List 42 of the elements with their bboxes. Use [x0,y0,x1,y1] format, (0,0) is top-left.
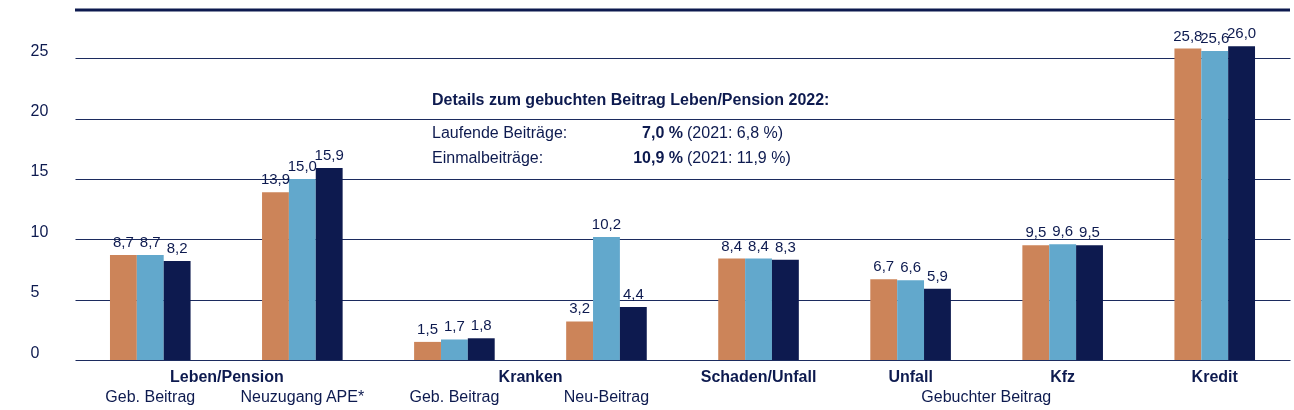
text: Kranken [498,368,563,385]
data-label: 1,7 [443,317,465,335]
y-tick-label: 10 [30,222,49,240]
x-tick-label: Geb. Beitrag [409,387,500,405]
x-tick-label: Kredit [1191,367,1239,385]
data-label: 9,5 [1025,223,1047,241]
data-label: 8,2 [166,239,188,257]
data-label: 1,5 [417,319,438,337]
annotation: 10,9 % [633,149,683,166]
annotation: 7,0 % [642,124,683,141]
data-label: 6,7 [873,257,895,275]
y-tick-label: 5 [30,283,40,301]
x-tick-label: Kfz [1050,367,1076,385]
data-label: 25,8 [1173,26,1203,44]
data-label: 8,4 [721,236,743,254]
data-label: 8,4 [748,236,769,254]
annotation: Details zum gebuchten Beitrag Leben/Pension 2022: [432,91,830,108]
data-label: 1,8 [470,316,492,334]
x-tick-label: Neu-Beitrag [563,387,650,405]
y-tick-label: 25 [30,41,49,59]
y-tick-label: 15 [30,162,49,180]
annotation: (2021: 6,8 %) [687,124,784,141]
annotation: Einmalbeiträge: [432,149,544,166]
x-tick-label: Geb. Beitrag [105,387,196,405]
x-tick-label: Schaden/Unfall [700,367,817,385]
data-label: 6,6 [900,258,922,276]
data-label: 9,5 [1079,223,1100,241]
data-label: 4,4 [622,284,644,302]
data-label: 5,9 [927,266,948,284]
data-label: 3,2 [569,299,591,317]
annotation: Laufende Beiträge: [432,124,568,141]
text: Leben/Pension [169,368,284,385]
x-tick-label: Unfall [888,367,933,385]
data-label: 15,0 [287,156,317,174]
data-label: 9,6 [1052,222,1074,240]
data-label: 10,2 [591,214,622,232]
data-label: 8,3 [774,237,796,255]
annotation: (2021: 11,9 %) [687,149,791,166]
y-tick-label: 20 [30,102,49,120]
x-tick-label: Neuzugang APE* [240,387,365,405]
y-tick-label: 0 [30,343,40,361]
text: Gebuchter Beitrag [921,388,1052,405]
